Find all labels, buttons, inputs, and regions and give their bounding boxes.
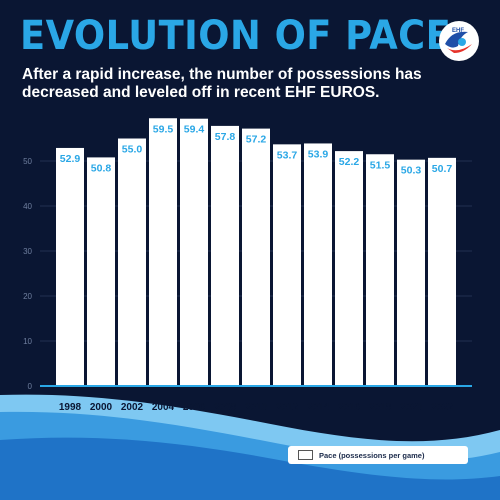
logo-text: EHF: [452, 28, 464, 34]
bar: [366, 154, 394, 386]
value-labels: 52.9 50.8 55.0 59.5 59.4 57.8 57.2 53.7 53.9 52.2…: [60, 123, 453, 176]
bar-value-label: 57.2: [246, 134, 267, 146]
bar: [149, 118, 177, 386]
y-tick-label: 50: [23, 157, 32, 166]
x-tick-label: 2004: [152, 402, 175, 413]
x-tick-label: 2000: [90, 402, 113, 413]
ehf-logo-icon: EHF: [439, 21, 479, 61]
bar: [335, 151, 363, 386]
bar: [273, 144, 301, 386]
bar-value-label: 52.9: [60, 153, 81, 165]
bar-value-label: 50.8: [91, 162, 112, 174]
bar-value-label: 52.2: [339, 156, 360, 168]
y-tick-label: 0: [28, 382, 33, 391]
bar-value-label: 57.8: [215, 131, 236, 143]
bars: [56, 118, 456, 387]
bar-value-label: 50.3: [401, 165, 422, 177]
x-tick-label: 1998: [59, 402, 82, 413]
bar: [56, 147, 84, 386]
bar-value-label: 50.7: [432, 163, 453, 175]
x-tick-label: 2020: [400, 402, 423, 413]
x-tick-label: 2018: [369, 402, 392, 413]
chart-subtitle: After a rapid increase, the number of po…: [22, 66, 422, 101]
y-tick-label: 30: [23, 247, 32, 256]
x-tick-label: 2008: [214, 402, 237, 413]
legend: Pace (possessions per game): [288, 446, 468, 464]
wave-dark: [0, 437, 500, 500]
bar: [397, 159, 425, 386]
bar: [211, 125, 239, 387]
x-tick-label: 2016: [338, 402, 361, 413]
x-tick-labels: 1998 2000 2002 2004 2006 2008 2010 2012 2014 2016…: [59, 402, 454, 413]
y-tick-label: 10: [23, 337, 32, 346]
decorative-waves: [0, 394, 500, 500]
bar-value-label: 51.5: [370, 159, 391, 171]
bar-value-label: 59.5: [153, 123, 174, 135]
bar-value-label: 55.0: [122, 144, 143, 156]
y-tick-labels: 0 10 20 30 40 50: [23, 157, 32, 391]
bar: [242, 128, 270, 386]
bar: [118, 138, 146, 386]
y-tick-label: 40: [23, 202, 32, 211]
x-tick-label: 2014: [307, 402, 330, 413]
legend-swatch: [298, 450, 313, 460]
bar-value-label: 53.9: [308, 148, 329, 160]
bar: [87, 157, 115, 386]
x-tick-label: 2022: [431, 402, 454, 413]
x-tick-label: 2010: [245, 402, 268, 413]
bar-value-label: 59.4: [184, 124, 205, 136]
bar-value-label: 53.7: [277, 149, 298, 161]
legend-label: Pace (possessions per game): [319, 450, 425, 460]
x-tick-label: 2002: [121, 402, 144, 413]
chart-title: EVOLUTION OF PACE: [20, 13, 452, 59]
y-tick-label: 20: [23, 292, 32, 301]
bar: [180, 118, 208, 386]
x-tick-label: 2006: [183, 402, 206, 413]
x-tick-label: 2012: [276, 402, 299, 413]
bar: [428, 157, 456, 386]
bar: [304, 143, 332, 386]
